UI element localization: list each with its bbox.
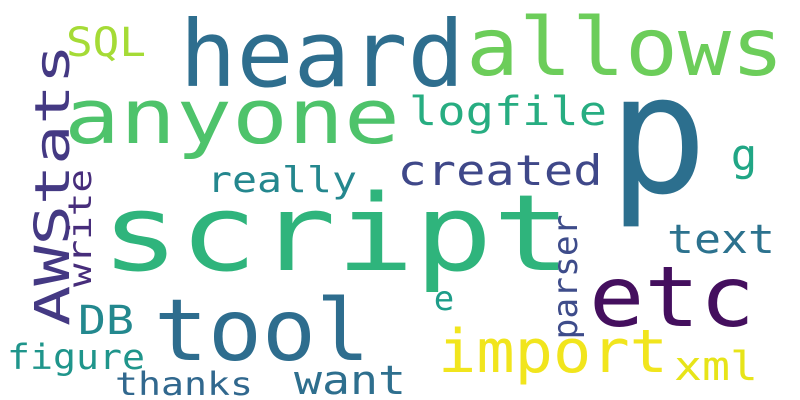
word-p: p	[608, 39, 707, 231]
word-anyone: anyone	[64, 72, 400, 161]
word-g: g	[731, 130, 758, 181]
word-awstats: AWStats	[25, 44, 81, 326]
word-e: e	[434, 279, 454, 319]
word-sql: SQL	[66, 20, 146, 66]
word-parser: parser	[546, 215, 586, 340]
word-allows: allows	[466, 1, 784, 94]
word-logfile: logfile	[409, 89, 607, 135]
word-etc: etc	[589, 248, 755, 346]
word-heard: heard	[180, 1, 465, 108]
word-created: created	[398, 146, 603, 195]
word-xml: xml	[674, 344, 758, 390]
word-figure: figure	[7, 338, 145, 378]
word-tool: tool	[154, 281, 370, 381]
word-want: want	[294, 358, 406, 400]
word-thanks: thanks	[115, 365, 253, 400]
word-import: import	[438, 317, 668, 387]
word-db: DB	[78, 298, 134, 344]
word-really: really	[207, 160, 357, 201]
word-write: write	[61, 169, 99, 287]
word-script: script	[101, 172, 571, 295]
word-text: text	[667, 217, 775, 263]
